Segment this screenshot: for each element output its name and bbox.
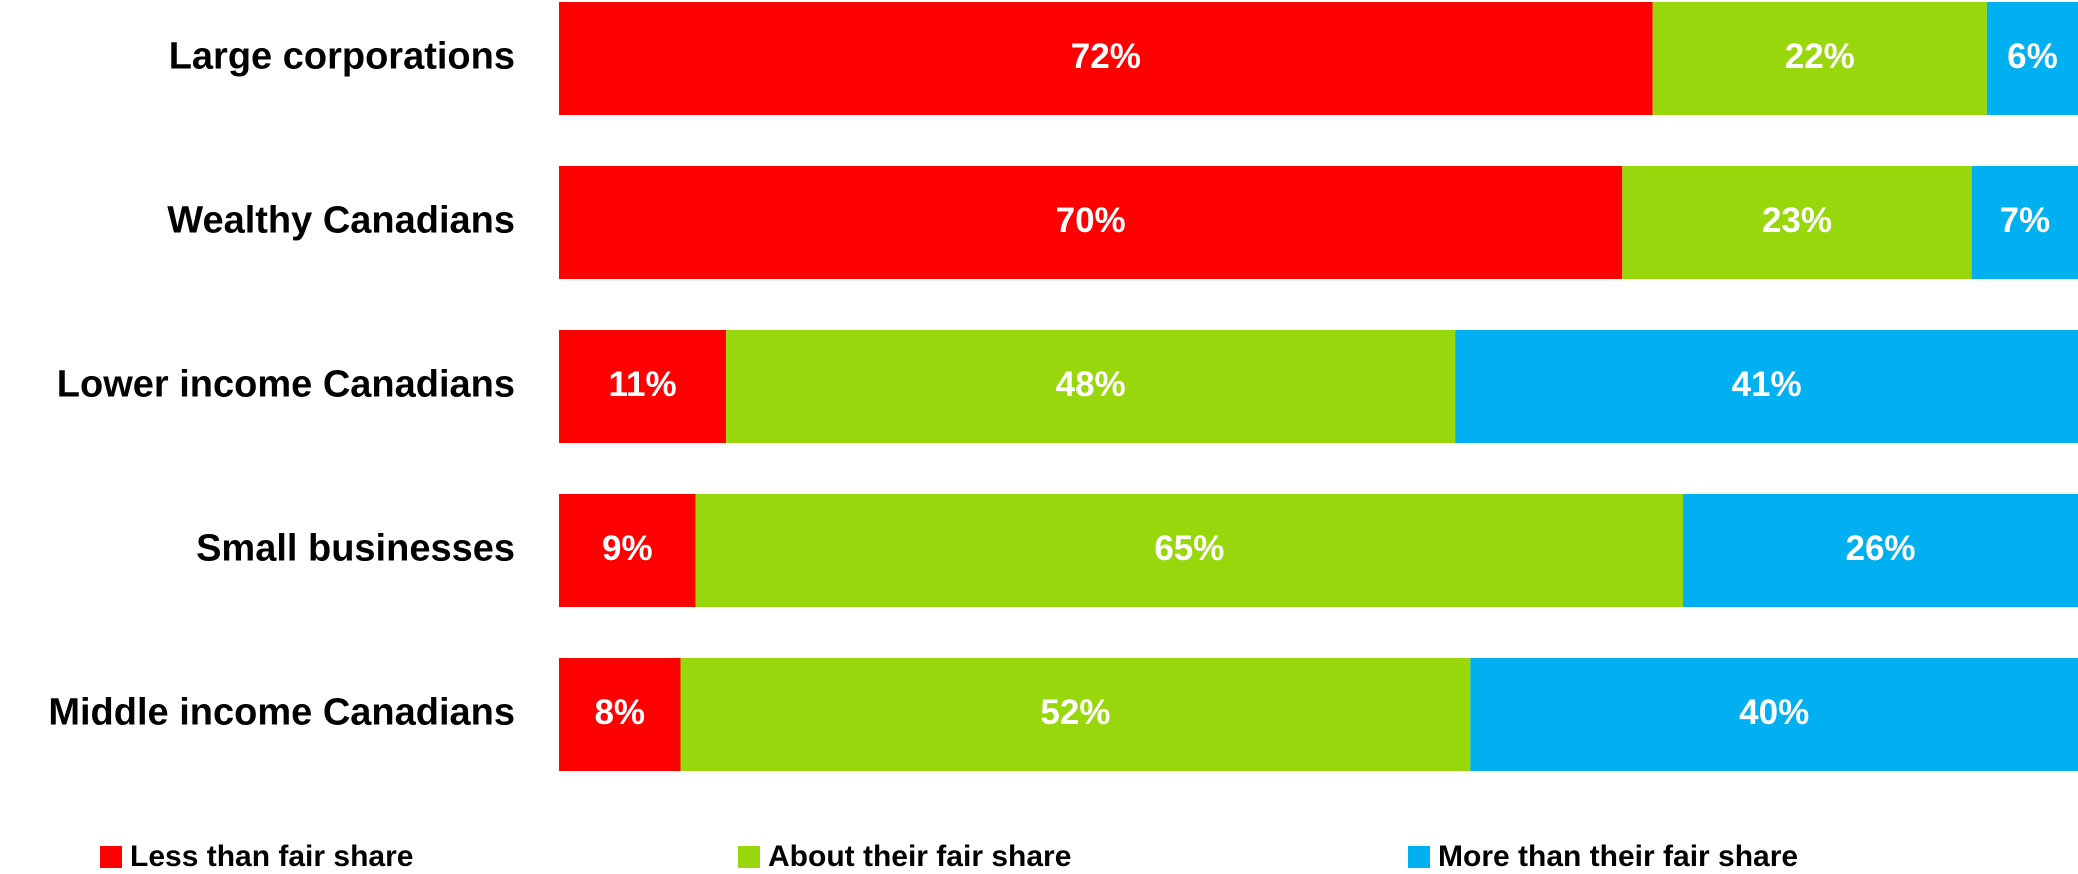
bar-segment xyxy=(559,658,681,771)
data-label: 11% xyxy=(608,365,676,404)
bar-segment xyxy=(1455,330,2078,443)
legend-swatch-less xyxy=(100,846,122,868)
category-label: Wealthy Canadians xyxy=(167,200,515,242)
bar-segment xyxy=(680,658,1471,771)
data-label: 70% xyxy=(1056,201,1126,240)
data-label: 52% xyxy=(1040,693,1110,732)
data-label: 6% xyxy=(2007,37,2058,76)
data-label: 40% xyxy=(1739,693,1809,732)
data-label: 8% xyxy=(594,693,645,732)
legend: Less than fair share About their fair sh… xyxy=(0,840,2078,873)
bar-segment xyxy=(1971,166,2078,279)
data-label: 23% xyxy=(1762,201,1832,240)
bar-segment xyxy=(559,2,1653,115)
data-label: 65% xyxy=(1154,529,1224,568)
bar-segment xyxy=(1470,658,2078,771)
data-label: 26% xyxy=(1845,529,1915,568)
data-label: 9% xyxy=(602,529,653,568)
bar-segment xyxy=(726,330,1456,443)
bar-segment xyxy=(559,166,1623,279)
bar-segment xyxy=(559,494,696,607)
category-label: Middle income Canadians xyxy=(48,692,515,734)
data-label: 48% xyxy=(1056,365,1126,404)
legend-label-less: Less than fair share xyxy=(130,840,414,873)
legend-item-about: About their fair share xyxy=(738,840,1071,874)
legend-label-about: About their fair share xyxy=(768,840,1072,873)
legend-label-more: More than their fair share xyxy=(1438,840,1799,873)
data-label: 22% xyxy=(1785,37,1855,76)
data-label: 72% xyxy=(1071,37,1141,76)
stacked-bar-chart: Large corporations 72% 22% 6% Wealthy Canadi… xyxy=(48,2,2078,771)
legend-swatch-more xyxy=(1408,846,1430,868)
category-label: Small businesses xyxy=(196,528,515,570)
legend-item-more: More than their fair share xyxy=(1408,840,1798,874)
bar-segment xyxy=(1652,2,1987,115)
data-label: 41% xyxy=(1732,365,1802,404)
bar-segment xyxy=(695,494,1684,607)
bar-segment xyxy=(1622,166,1972,279)
category-label: Large corporations xyxy=(169,36,515,78)
data-label: 7% xyxy=(2000,201,2051,240)
bar-segment xyxy=(1683,494,2078,607)
legend-item-less: Less than fair share xyxy=(100,840,413,874)
bar-segment xyxy=(559,330,727,443)
category-label: Lower income Canadians xyxy=(57,364,515,406)
bar-segment xyxy=(1986,2,2078,115)
legend-swatch-about xyxy=(738,846,760,868)
